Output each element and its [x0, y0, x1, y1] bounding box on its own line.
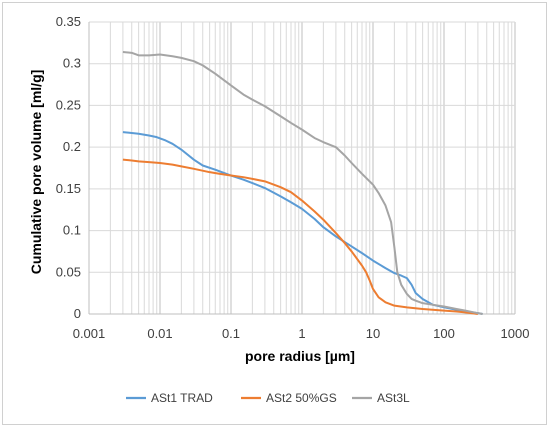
y-tick-label: 0.25 [56, 97, 81, 112]
axes [88, 22, 515, 315]
y-tick-label: 0.35 [56, 14, 81, 29]
y-tick-label: 0.2 [63, 139, 81, 154]
x-tick-label: 1 [298, 326, 305, 341]
y-tick-label: 0.05 [56, 264, 81, 279]
series-lines [122, 51, 483, 315]
x-tick-label: 1000 [501, 326, 530, 341]
x-tick-label: 0.1 [222, 326, 240, 341]
y-tick-label: 0.15 [56, 181, 81, 196]
x-axis-title: pore radius [µm] [245, 348, 355, 364]
x-tick-label: 0.001 [73, 326, 106, 341]
x-tick-label: 0.01 [147, 326, 172, 341]
legend-entry: ASt2 50%GS [266, 391, 337, 405]
y-axis-title: Cumulative pore volume [ml/g] [28, 70, 44, 275]
legend-entry: ASt1 TRAD [151, 391, 213, 405]
x-tick-label: 100 [433, 326, 455, 341]
x-tick-label: 10 [366, 326, 380, 341]
y-tick-label: 0.3 [63, 56, 81, 71]
series-line-2 [122, 158, 479, 315]
chart-frame [2, 2, 547, 425]
gridlines [88, 21, 516, 315]
legend-entry: ASt3L [377, 391, 410, 405]
series-line-1 [122, 131, 483, 315]
y-tick-label: 0 [74, 306, 81, 321]
tick-labels: 0 0.05 0.1 0.15 0.2 0.25 0.3 0.35 0.001 0.01 0.1 1 1… [56, 14, 530, 341]
legend: ASt1 TRAD ASt2 50%GS ASt3L [126, 391, 410, 405]
series-line-3 [122, 51, 483, 315]
y-tick-label: 0.1 [63, 223, 81, 238]
